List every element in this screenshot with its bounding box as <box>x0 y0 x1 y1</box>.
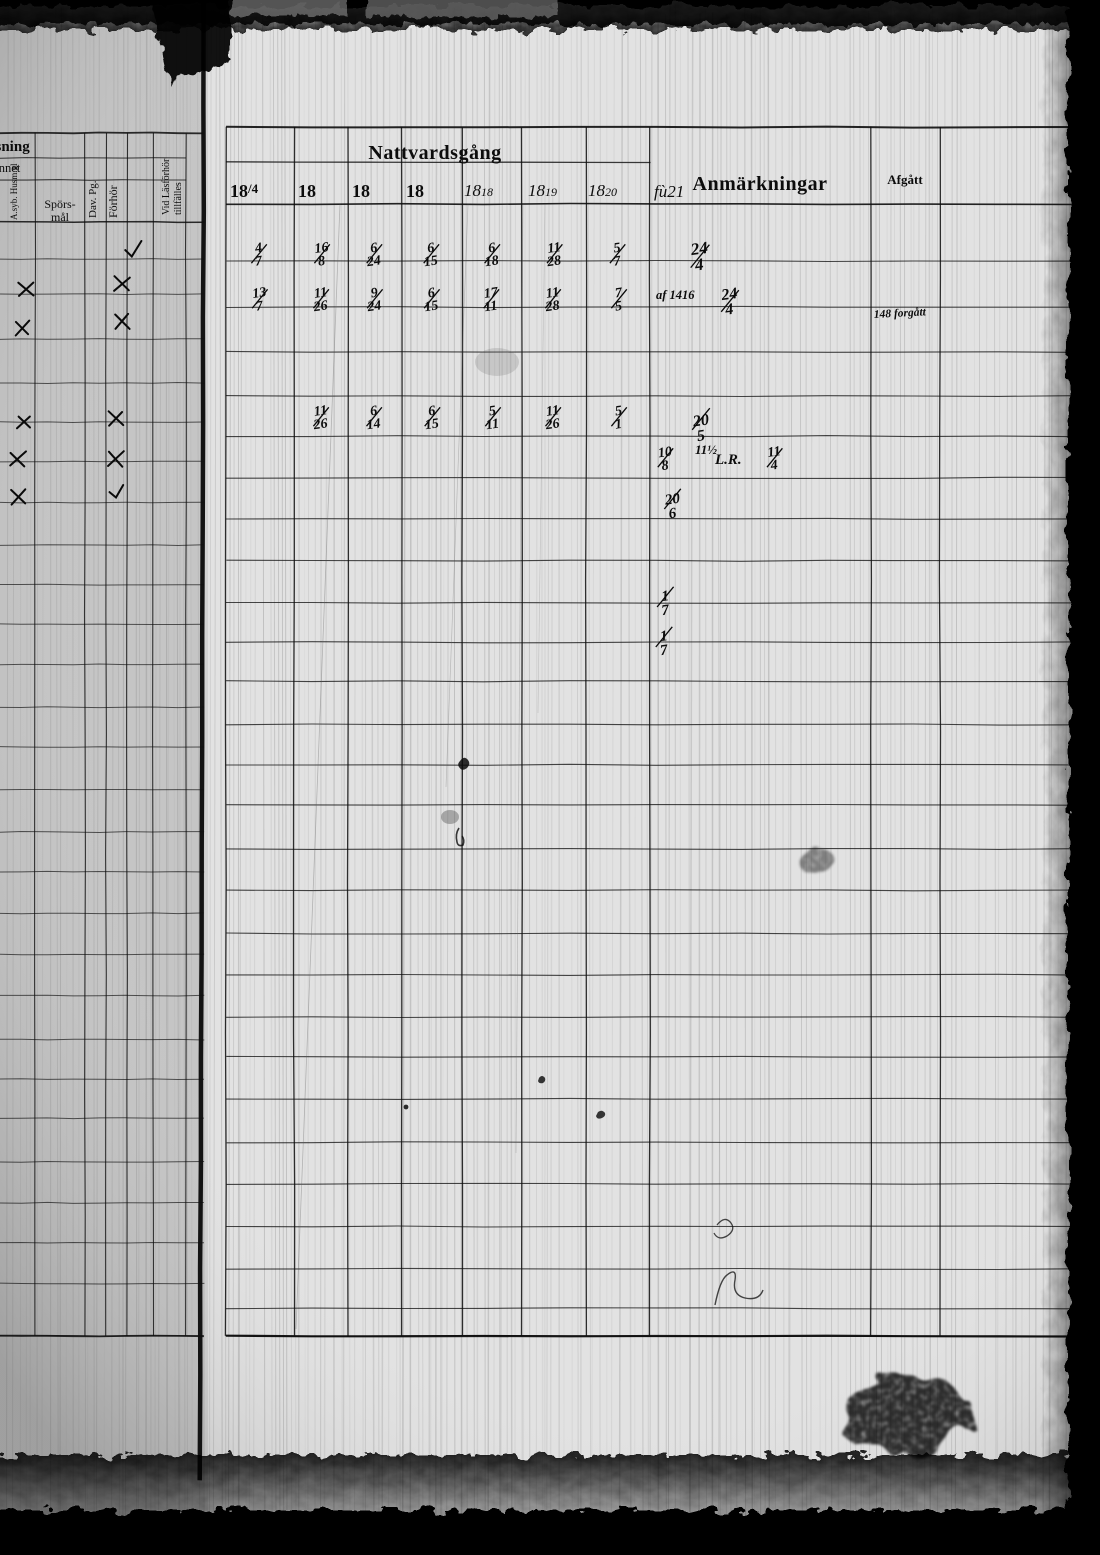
svg-text:Spörs-: Spörs- <box>44 197 75 211</box>
svg-text:11½: 11½ <box>695 442 717 457</box>
svg-text:mål: mål <box>51 210 70 224</box>
svg-text:Nattvardsgång: Nattvardsgång <box>368 142 501 164</box>
svg-text:18: 18 <box>406 181 424 201</box>
svg-text:L.R.: L.R. <box>714 452 742 468</box>
svg-text:Afgått: Afgått <box>887 172 923 187</box>
svg-text:Anmärkningar: Anmärkningar <box>693 173 828 195</box>
svg-text:18: 18 <box>298 181 316 201</box>
svg-text:18: 18 <box>352 181 370 201</box>
svg-text:tillfälles: tillfälles <box>173 182 184 215</box>
svg-text:af 1416: af 1416 <box>656 288 695 302</box>
svg-text:fù21: fù21 <box>654 182 684 201</box>
svg-text:Dav. Pg.: Dav. Pg. <box>87 180 99 218</box>
svg-text:Vid Läsförhör: Vid Läsförhör <box>161 158 172 215</box>
svg-text:Förhör: Förhör <box>106 185 120 218</box>
svg-text:A.syb. Husm.gl: A.syb. Husm.gl <box>9 163 19 220</box>
svg-text:Läsning: Läsning <box>0 139 30 155</box>
